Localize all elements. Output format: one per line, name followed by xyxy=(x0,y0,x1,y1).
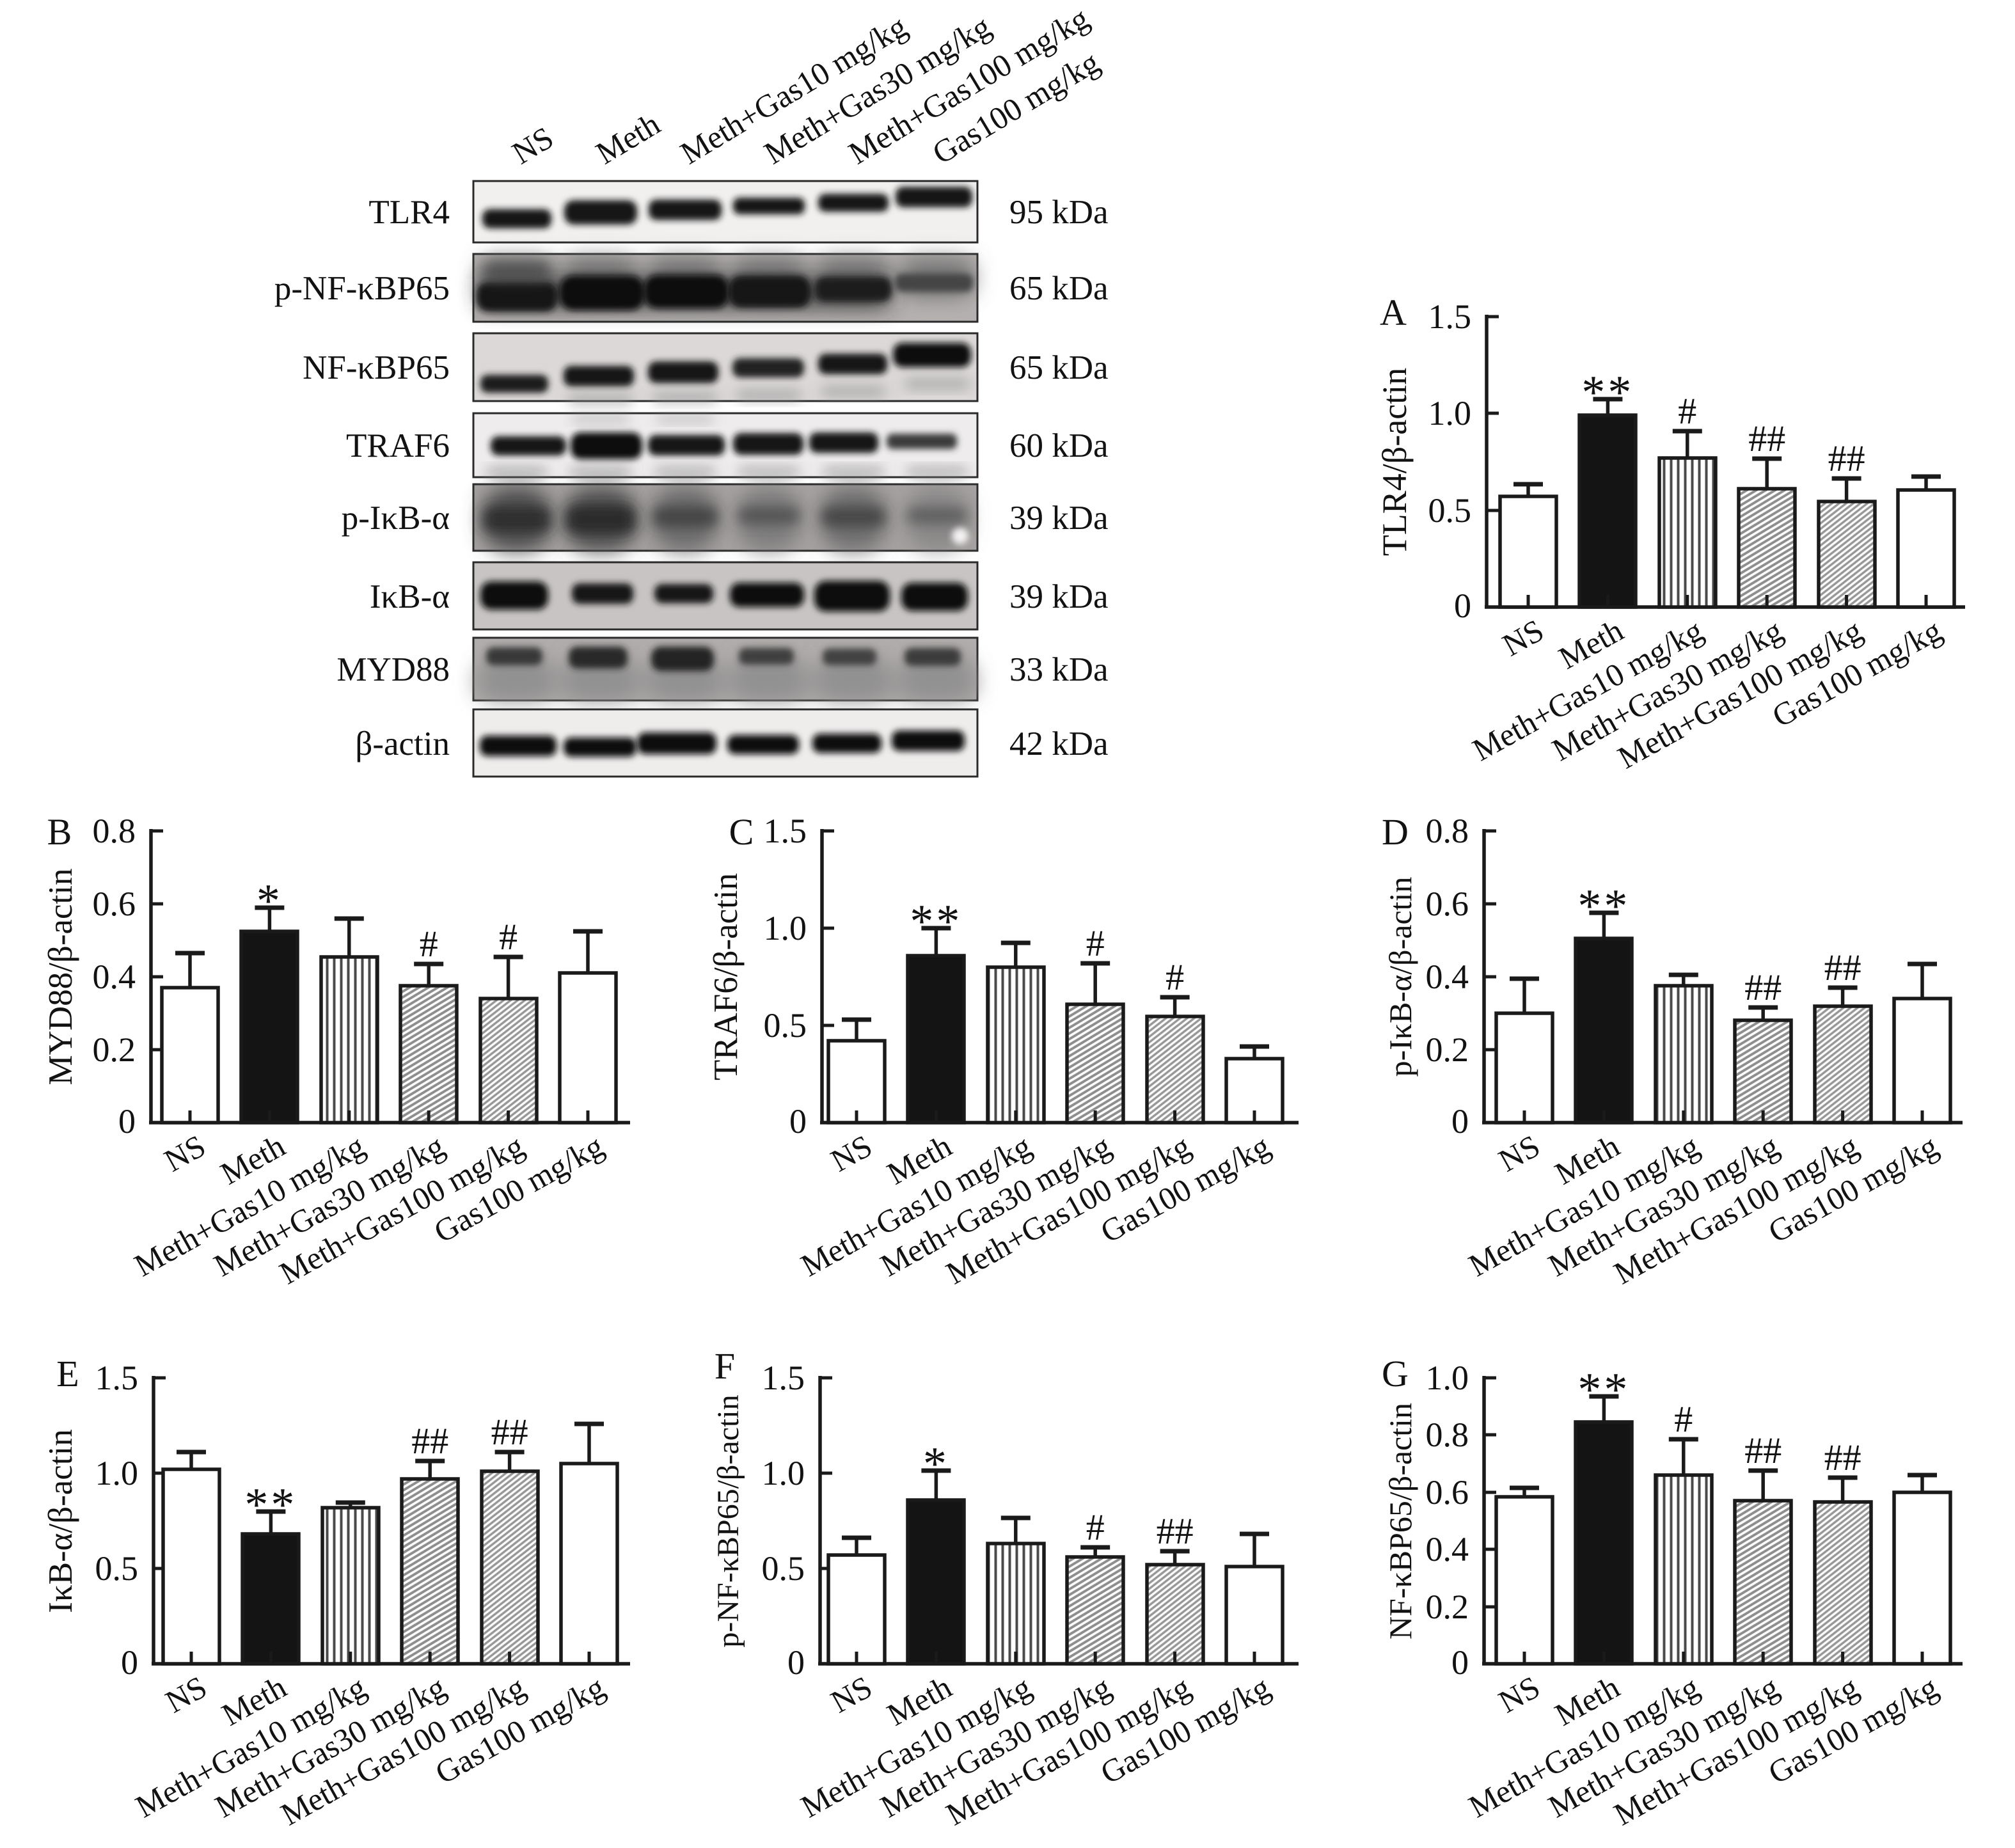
svg-text:#: # xyxy=(1086,922,1105,964)
svg-text:42 kDa: 42 kDa xyxy=(1009,725,1109,762)
svg-text:#: # xyxy=(1674,1398,1693,1440)
svg-text:0.8: 0.8 xyxy=(1426,812,1469,850)
svg-text:0.5: 0.5 xyxy=(95,1549,139,1588)
svg-text:0.6: 0.6 xyxy=(1426,885,1469,923)
svg-text:0: 0 xyxy=(121,1643,138,1682)
svg-text:TLR4/β-actin: TLR4/β-actin xyxy=(1375,368,1414,556)
svg-text:0.4: 0.4 xyxy=(93,958,136,996)
svg-text:##: ## xyxy=(1744,967,1782,1008)
svg-text:##: ## xyxy=(1824,1437,1861,1478)
svg-text:F: F xyxy=(715,1345,735,1387)
svg-text:0.6: 0.6 xyxy=(93,885,136,923)
svg-text:TLR4: TLR4 xyxy=(368,194,450,231)
svg-text:**: ** xyxy=(1577,1364,1630,1416)
svg-text:MYD88/β-actin: MYD88/β-actin xyxy=(42,868,79,1085)
svg-text:1.5: 1.5 xyxy=(762,1359,805,1397)
svg-text:NF-κBP65/β-actin: NF-κBP65/β-actin xyxy=(1382,1403,1418,1639)
svg-text:B: B xyxy=(47,811,72,853)
svg-text:1.0: 1.0 xyxy=(762,1454,805,1492)
svg-text:IκB-α: IκB-α xyxy=(370,578,450,615)
svg-text:##: ## xyxy=(491,1411,528,1453)
svg-text:1.0: 1.0 xyxy=(95,1454,139,1492)
svg-text:TRAF6/β-actin: TRAF6/β-actin xyxy=(707,873,745,1080)
svg-text:E: E xyxy=(56,1353,79,1394)
svg-text:D: D xyxy=(1382,811,1409,853)
svg-text:1.0: 1.0 xyxy=(764,909,807,947)
svg-text:#: # xyxy=(1086,1506,1105,1548)
svg-text:#: # xyxy=(499,916,518,958)
svg-text:**: ** xyxy=(1581,367,1634,419)
svg-text:60 kDa: 60 kDa xyxy=(1009,427,1109,464)
svg-text:0: 0 xyxy=(118,1102,136,1141)
svg-text:#: # xyxy=(1166,956,1184,998)
svg-text:#: # xyxy=(1678,390,1696,432)
svg-text:##: ## xyxy=(1157,1510,1194,1552)
svg-text:##: ## xyxy=(1824,947,1861,988)
svg-text:**: ** xyxy=(244,1479,297,1531)
svg-text:p-IκB-α: p-IκB-α xyxy=(342,500,450,537)
svg-text:##: ## xyxy=(1828,438,1865,479)
svg-text:0: 0 xyxy=(1451,1643,1469,1682)
svg-text:*: * xyxy=(923,1438,949,1490)
svg-text:**: ** xyxy=(1577,880,1630,933)
svg-text:##: ## xyxy=(1748,418,1785,459)
svg-text:0.2: 0.2 xyxy=(93,1031,136,1069)
svg-text:39 kDa: 39 kDa xyxy=(1009,578,1109,615)
svg-text:A: A xyxy=(1380,292,1407,333)
svg-text:0.2: 0.2 xyxy=(1426,1588,1469,1626)
svg-text:1.5: 1.5 xyxy=(1428,297,1472,336)
svg-text:0.5: 0.5 xyxy=(762,1549,805,1588)
svg-text:65 kDa: 65 kDa xyxy=(1009,349,1109,386)
svg-text:0: 0 xyxy=(1451,1102,1469,1141)
svg-text:0.5: 0.5 xyxy=(1428,491,1472,530)
svg-text:0.2: 0.2 xyxy=(1426,1031,1469,1069)
svg-text:0: 0 xyxy=(1454,587,1471,625)
svg-text:33 kDa: 33 kDa xyxy=(1009,651,1109,688)
svg-text:β-actin: β-actin xyxy=(355,725,450,762)
svg-text:0.6: 0.6 xyxy=(1426,1473,1469,1512)
svg-text:*: * xyxy=(257,875,283,928)
svg-text:1.0: 1.0 xyxy=(1428,394,1472,432)
svg-text:0.4: 0.4 xyxy=(1426,958,1469,996)
svg-text:TRAF6: TRAF6 xyxy=(346,427,450,464)
svg-text:#: # xyxy=(420,923,438,965)
svg-text:##: ## xyxy=(1744,1430,1782,1471)
svg-text:NF-κBP65: NF-κBP65 xyxy=(303,349,450,386)
svg-text:1.5: 1.5 xyxy=(95,1359,139,1397)
svg-text:C: C xyxy=(729,811,754,853)
svg-text:0.5: 0.5 xyxy=(764,1006,807,1045)
svg-text:0.8: 0.8 xyxy=(1426,1416,1469,1454)
svg-text:1.5: 1.5 xyxy=(764,812,807,850)
svg-text:65 kDa: 65 kDa xyxy=(1009,270,1109,307)
svg-text:p-IκB-α/β-actin: p-IκB-α/β-actin xyxy=(1382,877,1418,1077)
svg-text:**: ** xyxy=(910,896,962,948)
svg-text:G: G xyxy=(1382,1353,1409,1394)
svg-text:p-NF-κBP65/β-actin: p-NF-κBP65/β-actin xyxy=(711,1394,745,1647)
svg-text:95 kDa: 95 kDa xyxy=(1009,194,1109,231)
svg-text:##: ## xyxy=(411,1420,448,1462)
svg-text:0: 0 xyxy=(789,1102,807,1141)
svg-text:1.0: 1.0 xyxy=(1426,1359,1469,1397)
svg-text:MYD88: MYD88 xyxy=(336,651,450,688)
svg-text:0.4: 0.4 xyxy=(1426,1530,1469,1568)
svg-text:p-NF-κBP65: p-NF-κBP65 xyxy=(274,270,450,307)
svg-text:0: 0 xyxy=(787,1643,805,1682)
svg-text:39 kDa: 39 kDa xyxy=(1009,500,1109,537)
svg-text:0.8: 0.8 xyxy=(93,812,136,850)
svg-text:IκB-α/β-actin: IκB-α/β-actin xyxy=(42,1429,79,1613)
